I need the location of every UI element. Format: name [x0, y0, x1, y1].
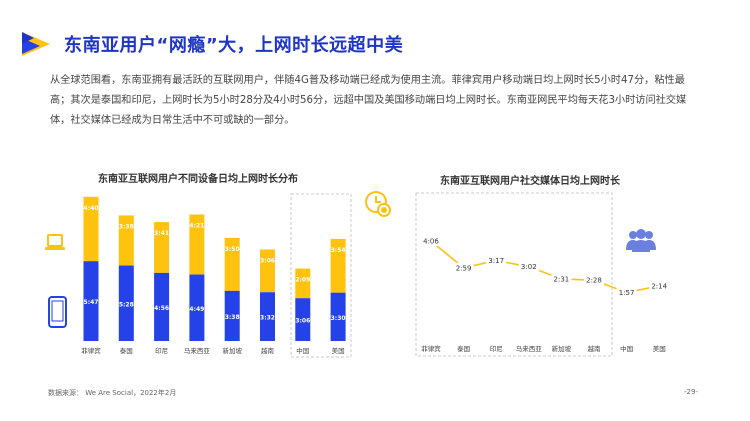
bar-computer-label: 4:21 [189, 223, 204, 230]
bar-computer-label: 3:50 [225, 246, 240, 253]
line-value-label: 1:57 [619, 289, 635, 297]
line-label-bg [453, 262, 474, 273]
line-value-label: 2:28 [586, 277, 602, 285]
bar-computer-label: 2:09 [295, 277, 310, 284]
line-category-label: 新加坡 [552, 344, 572, 353]
line-label-bg [616, 287, 637, 298]
brand-logo [22, 32, 50, 56]
line-label-bg [551, 274, 572, 284]
bar-computer [260, 249, 275, 293]
comparison-frame [290, 193, 352, 358]
page-title: 东南亚用户“网瘾”大，上网时长远超中美 [64, 35, 404, 56]
bar-category-label: 美国 [332, 346, 345, 355]
bar-mobile [83, 261, 99, 341]
line-value-label: 3:02 [521, 263, 537, 271]
bar-category-label: 菲律宾 [81, 346, 101, 355]
line-label-bg [486, 255, 507, 266]
bar-mobile [189, 274, 205, 341]
bar-mobile-label: 4:49 [189, 306, 204, 313]
line-label-bg [649, 280, 670, 291]
body-paragraph: 从全球范围看，东南亚拥有最活跃的互联网用户，伴随4G普及移动端已经成为使用主流。… [50, 75, 687, 126]
line-value-label: 2:14 [651, 282, 667, 290]
line-category-label: 印尼 [490, 345, 503, 353]
bar-mobile [260, 292, 275, 341]
bar-computer [118, 215, 134, 266]
phone-icon [48, 296, 67, 328]
bar-mobile-label: 5:47 [84, 299, 99, 306]
bar-mobile-label: 3:38 [225, 314, 240, 321]
line-category-label: 美国 [653, 344, 666, 353]
bar-mobile [118, 265, 134, 341]
bar-computer [189, 214, 205, 275]
bar-mobile-label: 3:30 [331, 315, 346, 322]
bar-mobile [295, 298, 311, 341]
bar-mobile [330, 292, 346, 341]
bar-mobile-label: 4:56 [154, 305, 169, 312]
bar-computer-label: 3:06 [260, 257, 275, 264]
bar-mobile [224, 290, 240, 341]
line-category-label: 马来西亚 [516, 345, 543, 353]
line-label-bg [421, 236, 441, 246]
data-source: 数据来源： We Are Social，2022年2月 [48, 389, 177, 397]
line-category-label: 中国 [620, 344, 633, 353]
bar-computer [330, 238, 346, 293]
line-value-label: 3:17 [488, 257, 504, 265]
bar-chart-title: 东南亚互联网用户不同设备日均上网时长分布 [98, 174, 298, 185]
laptop-icon [45, 234, 65, 250]
bar-computer [295, 268, 311, 299]
line-category-label: 泰国 [457, 344, 470, 353]
people-icon [626, 229, 656, 252]
bar-computer [224, 237, 240, 291]
line-label-bg [518, 261, 539, 272]
bar-category-label: 泰国 [120, 346, 133, 355]
line-value-label: 2:31 [554, 276, 570, 284]
bar-computer [154, 222, 170, 273]
bar-category-label: 新加坡 [222, 346, 242, 355]
clock-icon [365, 191, 391, 217]
line-value-label: 2:59 [456, 264, 472, 272]
line-value-label: 4:06 [423, 238, 439, 246]
bar-computer-label: 3:41 [154, 230, 169, 237]
bar-computer-label: 3:54 [331, 247, 346, 254]
line-category-label: 越南 [588, 344, 602, 353]
line-category-label: 菲律宾 [421, 344, 441, 353]
bar-computer-label: 3:38 [119, 223, 134, 230]
bar-mobile-label: 3:06 [295, 318, 310, 325]
bar-category-label: 马来西亚 [184, 347, 211, 355]
line-chart-frame [415, 192, 613, 357]
line-chart-title: 东南亚互联网用户社交媒体日均上网时长 [440, 176, 620, 187]
bar-mobile-label: 3:32 [260, 315, 275, 322]
bar-category-label: 越南 [261, 346, 275, 355]
bar-category-label: 中国 [296, 346, 309, 355]
bar-mobile-label: 5:28 [119, 301, 134, 308]
bar-computer-label: 4:40 [84, 205, 99, 212]
bar-mobile [154, 272, 170, 341]
bar-category-label: 印尼 [155, 347, 168, 355]
line-label-bg [584, 275, 604, 286]
page-number: -29- [684, 388, 698, 396]
bar-computer [83, 196, 99, 262]
